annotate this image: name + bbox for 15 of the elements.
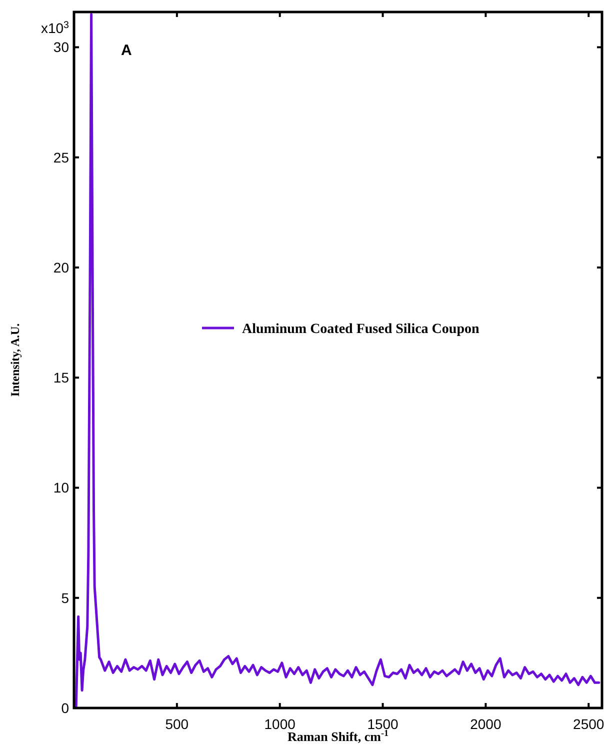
y-tick-label: 30 (53, 39, 70, 56)
legend-label: Aluminum Coated Fused Silica Coupon (242, 322, 480, 337)
y-tick-label: 15 (53, 370, 70, 386)
y-tick-label: 5 (61, 590, 70, 606)
x-tick-label: 2000 (470, 716, 502, 732)
annotation: A (121, 42, 132, 59)
y-tick-label: 25 (53, 149, 70, 166)
text: x10$^{3}$ (40, 20, 70, 36)
y-tick-label: 0 (61, 700, 70, 716)
x-tick-label: 500 (165, 716, 189, 732)
y-axis-title: Intensity, A.U. (8, 323, 22, 397)
y-tick-label: 20 (53, 259, 70, 276)
y-tick-label: 10 (53, 480, 70, 496)
x-tick-label: 2500 (573, 716, 604, 732)
line-series (74, 12, 600, 708)
